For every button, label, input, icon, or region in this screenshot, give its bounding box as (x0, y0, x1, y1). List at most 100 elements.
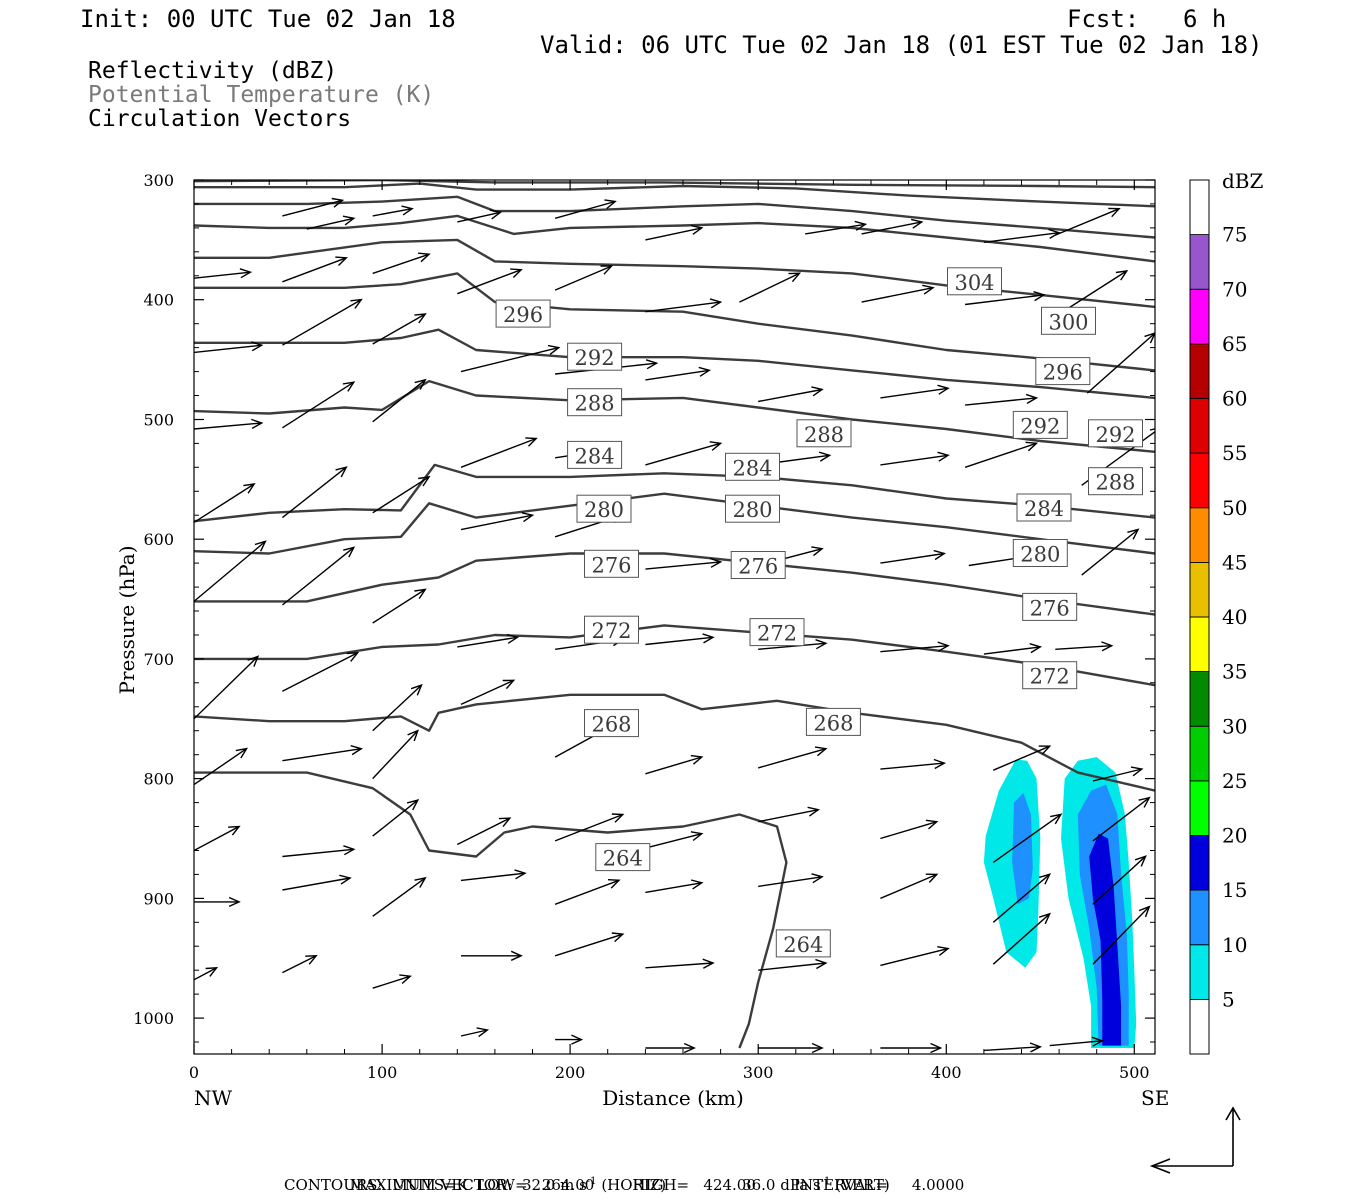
theta-label-text: 284 (1024, 497, 1064, 521)
colorbar-label-55: 55 (1222, 441, 1247, 465)
colorbar-bin-13 (1189, 234, 1210, 290)
x-tick-label-0: 0 (189, 1063, 199, 1082)
colorbar-bin-8 (1189, 507, 1210, 563)
wind-vector-86 (758, 873, 824, 888)
reflectivity-region-10dbz-1 (1012, 793, 1033, 905)
theta-label-text: 276 (1030, 596, 1070, 620)
wind-vector-35 (645, 441, 723, 466)
forecast-hour-value: 6 h (1183, 5, 1227, 33)
colorbar-label-65: 65 (1222, 332, 1247, 356)
wind-vector-43 (460, 512, 535, 531)
wind-vector-45 (645, 557, 723, 570)
theta-label-15: 280 (1012, 539, 1068, 567)
colorbar-bin-12 (1189, 288, 1210, 345)
wind-vector-76 (758, 806, 820, 823)
wind-vector-74 (554, 813, 625, 842)
colorbar-label-70: 70 (1222, 277, 1247, 301)
colorbar-bin-6 (1189, 616, 1210, 672)
wind-vector-61 (282, 652, 360, 692)
theta-label-3: 296 (1035, 357, 1091, 386)
wind-vector-73 (456, 817, 512, 846)
colorbar-bin-4 (1189, 725, 1210, 782)
theta-label-text: 280 (1020, 543, 1060, 567)
theta-contour-296 (194, 272, 1155, 372)
axis-layer: 300 400 500 600 700 800 900 1000 0 100 200 300 400 50… (133, 171, 1155, 1082)
wind-vector-22 (372, 313, 427, 345)
max-vector-label: MAXIMUM VECTOR: (349, 1176, 513, 1194)
wind-vector-88 (992, 873, 1052, 923)
wind-vector-85 (645, 879, 704, 894)
theta-label-text: 280 (584, 498, 624, 522)
wind-vector-6 (805, 220, 868, 235)
theta-label-text: 296 (503, 303, 543, 327)
x-axis-title: Distance (km) (602, 1086, 744, 1110)
colorbar-bin-7 (1189, 562, 1210, 618)
colorbar-unit: dBZ (1222, 169, 1264, 193)
theta-label-text: 264 (783, 933, 823, 957)
theta-contour-316 (194, 180, 1155, 189)
colorbar-bin-1 (1189, 889, 1210, 945)
valid-time: Valid: 06 UTC Tue 02 Jan 18 (01 EST Tue … (540, 31, 1263, 59)
wind-vector-31 (282, 381, 356, 429)
wind-vector-101 (282, 955, 318, 974)
theta-label-21: 272 (1022, 661, 1078, 690)
theta-label-13: 280 (576, 494, 632, 523)
wind-vector-94 (554, 932, 625, 957)
theta-label-text: 304 (954, 271, 994, 295)
wind-vector-28 (965, 393, 1039, 406)
theta-contour-264 (194, 771, 788, 1049)
wind-vector-21 (282, 298, 363, 346)
wind-vector-25 (645, 366, 711, 381)
theta-label-5: 292 (1012, 410, 1068, 439)
theta-label-text: 272 (1030, 665, 1070, 689)
wind-vector-16 (739, 272, 802, 303)
max-vector-horiz-value: 32.0 m s (521, 1176, 587, 1194)
wind-vector-56 (758, 639, 828, 650)
wind-vector-91 (282, 874, 352, 891)
wind-vector-90 (194, 896, 241, 908)
theta-label-text: 288 (1095, 471, 1135, 495)
x-tick-label-400: 400 (931, 1063, 962, 1082)
theta-label-23: 268 (805, 707, 861, 736)
x-tick-label-200: 200 (555, 1063, 586, 1082)
x-end-label-left: NW (194, 1086, 233, 1110)
theta-label-text: 292 (1095, 423, 1135, 447)
wind-vector-59 (1055, 641, 1114, 652)
wind-vector-69 (1092, 766, 1144, 782)
colorbar-label-75: 75 (1222, 223, 1247, 247)
colorbar-bin-11 (1189, 343, 1210, 399)
y-tick-label-400: 400 (143, 291, 174, 310)
wind-vector-75 (645, 831, 704, 849)
wind-vector-87 (880, 873, 939, 900)
theta-label-10: 284 (567, 440, 623, 469)
theta-label-text: 272 (591, 619, 631, 643)
theta-contour-292 (194, 328, 1155, 400)
colorbar-bin-0 (1189, 944, 1210, 1000)
wind-vector-81 (282, 845, 356, 858)
theta-label-text: 296 (1043, 361, 1083, 385)
wind-vector-53 (457, 633, 520, 648)
wind-vector-58 (983, 643, 1043, 655)
wind-vector-20 (194, 341, 264, 354)
wind-vector-8 (983, 228, 1061, 243)
wind-vector-105 (645, 1042, 696, 1054)
wind-vector-106 (758, 1042, 824, 1054)
wind-vector-4 (554, 199, 617, 219)
theta-label-text: 280 (732, 498, 772, 522)
plot-frame (193, 179, 1156, 1055)
y-tick-label-500: 500 (143, 411, 174, 430)
theta-contour-272 (194, 624, 1155, 687)
theta-contour-284 (194, 463, 1155, 523)
wind-vector-55 (645, 633, 715, 646)
theta-label-8: 288 (796, 419, 852, 448)
wind-vector-66 (758, 746, 828, 769)
wind-vector-79 (1092, 796, 1151, 842)
theta-label-text: 264 (603, 847, 643, 871)
colorbar-label-20: 20 (1222, 824, 1247, 848)
y-tick-label-700: 700 (143, 650, 174, 669)
theta-label-text: 288 (575, 392, 615, 416)
wind-vector-82 (372, 799, 420, 837)
theta-contour-304 (194, 214, 1155, 263)
wind-vector-80 (194, 825, 241, 852)
wind-vector-0 (282, 197, 345, 217)
